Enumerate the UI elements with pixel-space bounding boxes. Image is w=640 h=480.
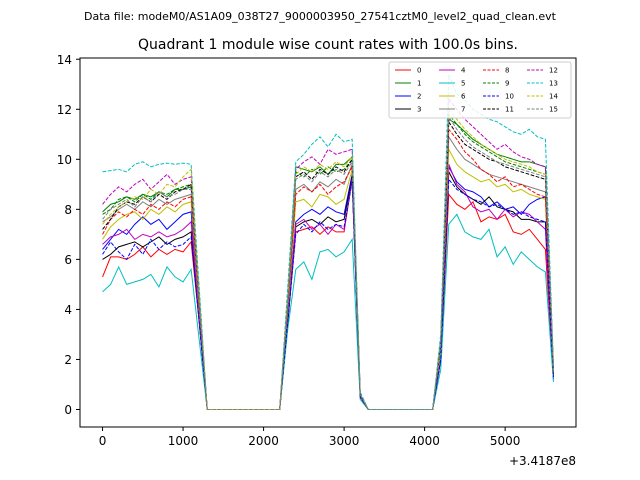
legend-label-1: 1 <box>417 80 421 88</box>
series-line-4 <box>102 164 554 410</box>
y-tick-label: 12 <box>57 103 72 117</box>
series-line-7 <box>102 135 554 410</box>
legend-label-10: 10 <box>505 93 514 101</box>
legend-label-2: 2 <box>417 93 421 101</box>
legend-label-4: 4 <box>461 67 466 75</box>
legend-label-12: 12 <box>549 67 558 75</box>
legend-label-3: 3 <box>417 106 421 114</box>
chart-title: Quadrant 1 module wise count rates with … <box>138 37 518 53</box>
series-line-1 <box>102 118 554 410</box>
y-tick-label: 6 <box>64 253 72 267</box>
series-line-12 <box>102 97 554 410</box>
series-line-2 <box>102 164 554 410</box>
y-tick-label: 8 <box>64 203 72 217</box>
series-line-3 <box>102 169 554 410</box>
series-line-9 <box>102 112 554 410</box>
legend-label-6: 6 <box>461 93 466 101</box>
y-tick-label: 0 <box>64 403 72 417</box>
legend-label-5: 5 <box>461 80 465 88</box>
x-offset-label: +3.4187e8 <box>509 454 576 468</box>
axes-frame <box>79 57 577 428</box>
x-tick-label: 1000 <box>168 434 199 448</box>
x-tick-label: 5000 <box>490 434 521 448</box>
x-tick-label: 4000 <box>409 434 440 448</box>
data-file-label: Data file: modeM0/AS1A09_038T27_90000039… <box>84 10 557 23</box>
y-axis: 0 2 4 6 8 10 12 14 <box>57 53 80 417</box>
legend-box <box>388 61 572 119</box>
series-line-8 <box>102 127 554 410</box>
series-line-14 <box>102 107 554 410</box>
y-tick-label: 10 <box>57 153 72 167</box>
legend-label-8: 8 <box>505 67 509 75</box>
series-line-6 <box>102 147 554 410</box>
x-axis: 0 1000 2000 3000 4000 5000 <box>99 427 521 448</box>
y-tick-label: 14 <box>57 53 72 67</box>
legend-label-14: 14 <box>549 93 558 101</box>
legend-label-13: 13 <box>549 80 558 88</box>
x-tick-label: 3000 <box>329 434 360 448</box>
legend-label-0: 0 <box>417 67 421 75</box>
series-line-15 <box>102 115 554 410</box>
x-tick-label: 2000 <box>248 434 279 448</box>
series-line-11 <box>102 120 554 410</box>
legend-label-15: 15 <box>549 106 558 114</box>
series-line-0 <box>102 179 554 410</box>
y-tick-label: 2 <box>64 353 72 367</box>
plot-area <box>102 74 554 410</box>
series-line-5 <box>102 213 554 410</box>
y-tick-label: 4 <box>64 303 72 317</box>
x-tick-label: 0 <box>99 434 107 448</box>
series-line-10 <box>102 177 554 410</box>
legend-label-11: 11 <box>505 106 514 114</box>
legend-label-9: 9 <box>505 80 509 88</box>
legend-label-7: 7 <box>461 106 465 114</box>
